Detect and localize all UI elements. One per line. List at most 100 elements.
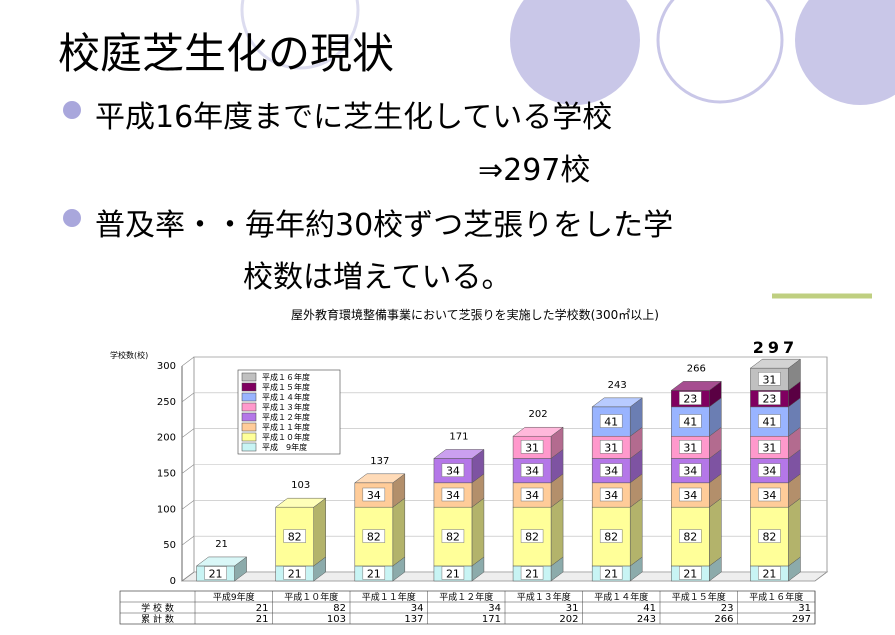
segment-label-box — [283, 529, 306, 543]
segment-label-box — [441, 529, 465, 543]
legend-label: 平成１４年度 — [262, 392, 310, 402]
table-cell: 297 — [792, 614, 811, 625]
segment-label-box — [679, 414, 702, 428]
y-tick-label: 0 — [170, 576, 176, 587]
segment-label: 41 — [762, 416, 776, 429]
y-tick-label: 100 — [157, 504, 176, 515]
total-label: 266 — [687, 363, 706, 374]
segment-label: 34 — [446, 465, 460, 478]
table-header: 平成１２年度 — [439, 591, 493, 603]
bar-side — [709, 497, 722, 567]
grid-line — [181, 392, 195, 403]
segment-label: 21 — [525, 567, 539, 580]
segment-label-box — [599, 414, 623, 428]
segment-label: 82 — [683, 531, 697, 544]
segment-label: 34 — [604, 465, 618, 478]
table-cell: 31 — [566, 603, 579, 614]
segment-label: 34 — [446, 489, 460, 502]
segment-label-box — [758, 372, 781, 386]
bar-top — [749, 358, 802, 369]
table-header: 平成１６年度 — [749, 591, 803, 603]
segment-label: 21 — [209, 567, 223, 580]
table-header: 平成１１年度 — [362, 591, 416, 603]
bullet-dot — [63, 209, 81, 227]
segment-label-box — [679, 566, 702, 580]
segment-label: 34 — [367, 489, 381, 502]
legend-swatch — [241, 412, 257, 422]
segment-label: 82 — [604, 531, 618, 544]
segment-label-box — [599, 529, 623, 543]
bar-segment — [591, 482, 631, 508]
table-header: 平成１５年度 — [672, 591, 726, 603]
segment-label: 34 — [683, 489, 697, 502]
segment-label-box — [520, 529, 544, 543]
legend-label: 平成１０年度 — [262, 432, 310, 442]
segment-label: 82 — [367, 531, 381, 544]
table-cell: 171 — [482, 614, 501, 625]
table-cell: 23 — [721, 603, 734, 614]
bar-top — [670, 381, 723, 391]
legend-swatch — [241, 422, 257, 432]
table-cell: 137 — [404, 614, 423, 625]
legend-label: 平成１５年度 — [262, 382, 310, 392]
legend-swatch — [241, 442, 257, 452]
bar-side — [471, 497, 485, 567]
segment-label-box — [283, 566, 306, 580]
table-row-label: 累 計 数 — [141, 613, 174, 625]
table-cell: 21 — [256, 603, 269, 614]
segment-label: 21 — [762, 567, 776, 580]
table-cell: 21 — [256, 614, 269, 625]
y-tick-label: 200 — [157, 433, 176, 444]
segment-label-box — [758, 463, 781, 477]
legend-swatch — [241, 382, 257, 392]
bullet-text: 普及率・・毎年約30校ずつ芝張りをした学 — [95, 208, 674, 243]
segment-label: 21 — [604, 567, 618, 580]
bar-top — [195, 556, 248, 567]
total-label: 202 — [529, 409, 548, 420]
grid-line — [181, 356, 195, 367]
segment-label: 41 — [683, 416, 697, 429]
segment-label-box — [441, 463, 465, 477]
segment-label-box — [758, 487, 781, 502]
segment-label: 31 — [604, 441, 618, 454]
table-cell: 202 — [559, 614, 578, 625]
bar-top — [591, 397, 643, 408]
segment-label: 82 — [762, 531, 776, 544]
y-tick-label: 300 — [157, 361, 176, 372]
segment-label-box — [362, 529, 386, 543]
bar-side — [313, 497, 326, 567]
table-cell: 103 — [327, 614, 346, 625]
segment-label-box — [679, 529, 702, 543]
segment-label: 31 — [683, 441, 697, 454]
segment-label-box — [758, 566, 781, 580]
segment-label: 34 — [525, 489, 539, 502]
grid-line — [181, 500, 195, 510]
segment-label: 82 — [525, 531, 539, 544]
total-label: 297 — [753, 338, 798, 357]
table-header: 平成１０年度 — [284, 591, 338, 603]
segment-label: 82 — [446, 531, 460, 544]
slide-title: 校庭芝生化の現状 — [58, 29, 395, 78]
segment-label-box — [599, 566, 623, 580]
legend-label: 平成１６年度 — [262, 372, 310, 382]
segment-label-box — [758, 440, 781, 454]
chart-title: 屋外教育環境整備事業において芝張りを実施した学校数(300㎡以上) — [291, 307, 659, 322]
segment-label: 21 — [683, 567, 697, 580]
segment-label-box — [599, 440, 623, 454]
legend-swatch — [241, 402, 257, 412]
total-label: 171 — [449, 431, 468, 442]
bar-side — [392, 497, 406, 567]
legend-swatch — [241, 392, 257, 402]
segment-label: 21 — [367, 567, 381, 580]
bar-top — [433, 449, 485, 459]
segment-label-box — [758, 391, 781, 405]
segment-label-box — [520, 487, 544, 502]
legend-label: 平成１１年度 — [262, 422, 310, 432]
segment-label: 31 — [525, 441, 539, 454]
total-label: 21 — [215, 539, 228, 550]
segment-label-box — [204, 566, 227, 580]
deco-circle — [240, 0, 360, 70]
grid-line — [181, 428, 195, 438]
